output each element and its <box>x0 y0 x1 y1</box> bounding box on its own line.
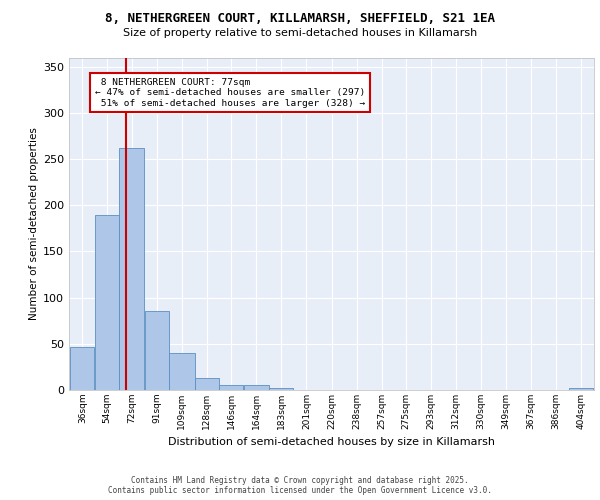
Text: 8 NETHERGREEN COURT: 77sqm
← 47% of semi-detached houses are smaller (297)
 51% : 8 NETHERGREEN COURT: 77sqm ← 47% of semi… <box>95 78 365 108</box>
Bar <box>119 148 145 390</box>
Text: Contains HM Land Registry data © Crown copyright and database right 2025.
Contai: Contains HM Land Registry data © Crown c… <box>108 476 492 495</box>
Bar <box>220 386 243 390</box>
Bar <box>95 214 119 390</box>
Bar <box>269 388 293 390</box>
Bar <box>244 386 269 390</box>
Y-axis label: Number of semi-detached properties: Number of semi-detached properties <box>29 128 39 320</box>
Bar <box>70 346 94 390</box>
X-axis label: Distribution of semi-detached houses by size in Killamarsh: Distribution of semi-detached houses by … <box>168 438 495 448</box>
Text: 8, NETHERGREEN COURT, KILLAMARSH, SHEFFIELD, S21 1EA: 8, NETHERGREEN COURT, KILLAMARSH, SHEFFI… <box>105 12 495 26</box>
Bar <box>569 388 593 390</box>
Text: Size of property relative to semi-detached houses in Killamarsh: Size of property relative to semi-detach… <box>123 28 477 38</box>
Bar <box>169 353 194 390</box>
Bar <box>145 312 169 390</box>
Bar <box>195 378 219 390</box>
